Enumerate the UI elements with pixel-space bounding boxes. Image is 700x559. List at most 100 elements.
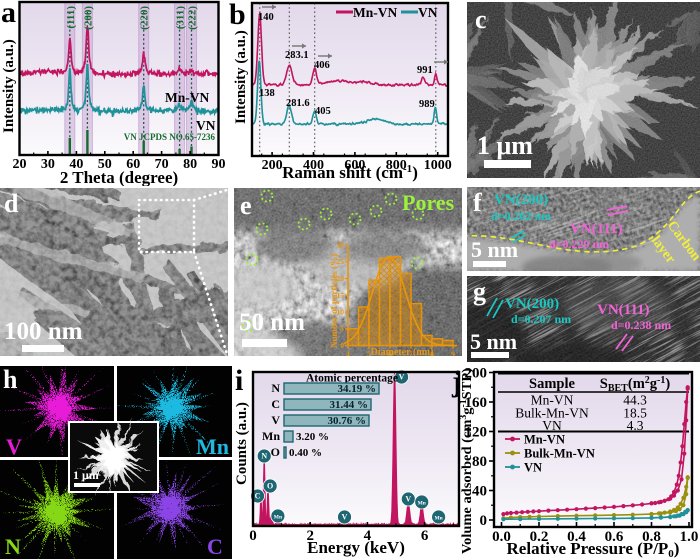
svg-text:Pores: Pores	[402, 190, 455, 215]
svg-text:Energy (keV): Energy (keV)	[307, 538, 405, 557]
svg-text:VN: VN	[542, 418, 562, 433]
svg-text:(200): (200)	[82, 6, 94, 30]
svg-text:15: 15	[337, 291, 345, 300]
svg-text:7: 7	[409, 350, 413, 357]
svg-text:b: b	[229, 0, 246, 31]
svg-text:44.3: 44.3	[623, 393, 647, 408]
svg-text:100 nm: 100 nm	[4, 318, 83, 345]
svg-text:j: j	[451, 365, 462, 398]
svg-text:1000: 1000	[424, 158, 452, 173]
svg-text:9: 9	[451, 350, 455, 357]
svg-text:C: C	[271, 397, 280, 411]
svg-text:Bulk-Mn-VN: Bulk-Mn-VN	[515, 406, 589, 421]
svg-text:(220): (220)	[139, 6, 151, 30]
svg-text:N: N	[5, 534, 21, 559]
svg-text:0.6: 0.6	[605, 529, 624, 545]
svg-text:2: 2	[306, 528, 314, 544]
svg-text:VN JCPDS NO.65-7236: VN JCPDS NO.65-7236	[124, 132, 216, 142]
svg-text:Sample: Sample	[529, 376, 575, 392]
svg-text:30: 30	[337, 241, 345, 250]
svg-text:60: 60	[126, 157, 140, 172]
svg-text:0.8: 0.8	[642, 529, 661, 545]
svg-text:0.2: 0.2	[530, 529, 549, 545]
svg-text:(222): (222)	[187, 6, 199, 30]
svg-text:VN: VN	[418, 5, 438, 20]
svg-text:VN(111): VN(111)	[570, 221, 623, 237]
svg-text:120: 120	[465, 425, 488, 441]
svg-text:(311): (311)	[175, 6, 187, 30]
svg-text:Diameter (nm): Diameter (nm)	[371, 347, 434, 356]
svg-text:0.0: 0.0	[492, 529, 511, 545]
svg-text:0: 0	[480, 513, 488, 529]
svg-text:80: 80	[472, 454, 487, 470]
svg-text:h: h	[3, 366, 18, 394]
svg-text:600: 600	[344, 158, 365, 173]
svg-text:10: 10	[337, 308, 345, 317]
svg-text:c: c	[475, 5, 487, 34]
svg-text:V: V	[342, 513, 348, 522]
svg-text:406: 406	[314, 60, 330, 71]
svg-text:g: g	[473, 277, 486, 306]
svg-text:O: O	[271, 445, 280, 459]
svg-text:Raman shift (cm-1): Raman shift (cm-1)	[282, 163, 418, 182]
svg-text:Intensity (a.u.): Intensity (a.u.)	[233, 30, 249, 124]
svg-text:0: 0	[249, 528, 257, 544]
svg-text:d=0.207 nm: d=0.207 nm	[511, 312, 571, 326]
svg-text:2 Theta (degree): 2 Theta (degree)	[60, 168, 178, 186]
svg-text:40: 40	[472, 484, 487, 500]
svg-text:N: N	[261, 452, 267, 461]
svg-text:283.1: 283.1	[285, 50, 309, 61]
svg-text:4: 4	[364, 528, 372, 544]
svg-text:1 μm: 1 μm	[477, 131, 533, 160]
svg-text:VN(200): VN(200)	[505, 296, 559, 312]
svg-text:Mn: Mn	[418, 501, 426, 507]
svg-text:1.0: 1.0	[680, 529, 699, 545]
svg-text:138: 138	[259, 88, 275, 99]
svg-text:Mn-VN: Mn-VN	[531, 393, 574, 408]
svg-text:30: 30	[41, 157, 55, 172]
svg-text:0: 0	[340, 341, 344, 350]
svg-text:Counts (a.u.): Counts (a.u.)	[234, 402, 250, 485]
svg-text:Mn: Mn	[196, 434, 229, 459]
svg-text:Bulk-Mn-VN: Bulk-Mn-VN	[524, 447, 595, 461]
svg-text:5 nm: 5 nm	[470, 329, 517, 354]
svg-text:8: 8	[430, 350, 434, 357]
svg-text:VN(111): VN(111)	[597, 302, 650, 318]
svg-text:C: C	[207, 534, 223, 559]
svg-text:d=0.238 nm: d=0.238 nm	[611, 318, 671, 332]
svg-text:6: 6	[388, 350, 392, 357]
svg-text:Mn-VN: Mn-VN	[353, 5, 397, 20]
svg-text:Mn: Mn	[434, 516, 442, 522]
svg-text:5: 5	[367, 350, 371, 357]
svg-text:160: 160	[465, 395, 488, 411]
svg-text:i: i	[235, 364, 243, 397]
svg-text:281.6: 281.6	[286, 98, 310, 109]
svg-text:5: 5	[340, 324, 344, 333]
svg-text:20: 20	[13, 157, 27, 172]
svg-text:1 μm: 1 μm	[73, 468, 99, 482]
svg-text:800: 800	[386, 158, 407, 173]
svg-text:VN: VN	[524, 461, 542, 475]
svg-text:V: V	[405, 495, 411, 504]
svg-text:400: 400	[303, 158, 324, 173]
svg-text:50: 50	[98, 157, 112, 172]
svg-text:3.20 %: 3.20 %	[296, 431, 329, 443]
svg-text:Mn: Mn	[262, 429, 280, 443]
svg-text:140: 140	[258, 12, 274, 23]
svg-text:N: N	[271, 381, 280, 395]
svg-text:Number of particles (%): Number of particles (%)	[329, 254, 339, 348]
svg-text:40: 40	[69, 157, 83, 172]
svg-text:90: 90	[212, 157, 226, 172]
svg-text:d: d	[4, 189, 19, 218]
svg-text:80: 80	[183, 157, 197, 172]
svg-text:405: 405	[315, 106, 331, 117]
svg-text:Mn-VN: Mn-VN	[524, 433, 565, 447]
svg-text:C: C	[255, 492, 261, 501]
svg-text:e: e	[240, 191, 252, 220]
svg-text:4: 4	[346, 350, 350, 357]
svg-text:V: V	[6, 434, 22, 459]
svg-text:989: 989	[419, 99, 435, 110]
svg-text:f: f	[473, 188, 482, 217]
svg-text:(111): (111)	[65, 6, 77, 29]
svg-text:Relative Pressure (P/P0): Relative Pressure (P/P0)	[507, 539, 680, 559]
